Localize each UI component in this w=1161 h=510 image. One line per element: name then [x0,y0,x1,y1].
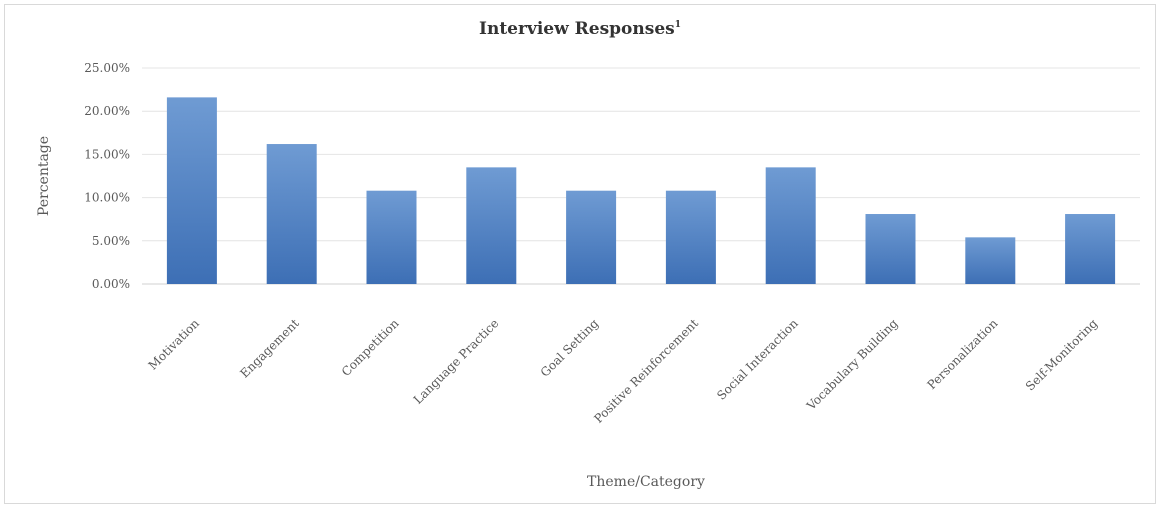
bar-social-interaction [765,167,816,284]
bar-positive-reinforcement [665,190,716,284]
bar-goal-setting [566,190,617,284]
x-tick-label: Competition [339,316,402,379]
bar-self-monitoring [1065,214,1116,284]
y-tick-label: 20.00% [84,104,130,118]
x-tick-label: Goal Setting [538,316,602,380]
x-tick-label: Language Practice [411,316,502,407]
x-tick-label: Self-Monitoring [1023,316,1101,394]
y-tick-label: 15.00% [84,147,130,161]
bar-engagement [266,144,317,284]
x-tick-label: Positive Reinforcement [591,316,701,426]
y-tick-label: 0.00% [92,277,130,291]
y-tick-label: 10.00% [84,191,130,205]
bar-personalization [965,237,1016,284]
bar-motivation [166,97,217,284]
x-tick-label: Social Interaction [714,316,801,403]
chart-title: Interview Responses1 [479,19,681,39]
y-tick-label: 25.00% [84,61,130,75]
x-axis-label: Theme/Category [587,474,705,490]
x-tick-label: Engagement [237,316,302,381]
bar-competition [366,190,417,284]
x-tick-label: Personalization [924,316,1000,392]
bar-language-practice [466,167,517,284]
y-axis-label: Percentage [36,136,52,216]
bar-vocabulary-building [865,214,916,284]
x-tick-label: Motivation [146,316,203,373]
x-tick-label: Vocabulary Building [803,316,900,413]
y-tick-label: 5.00% [92,234,130,248]
